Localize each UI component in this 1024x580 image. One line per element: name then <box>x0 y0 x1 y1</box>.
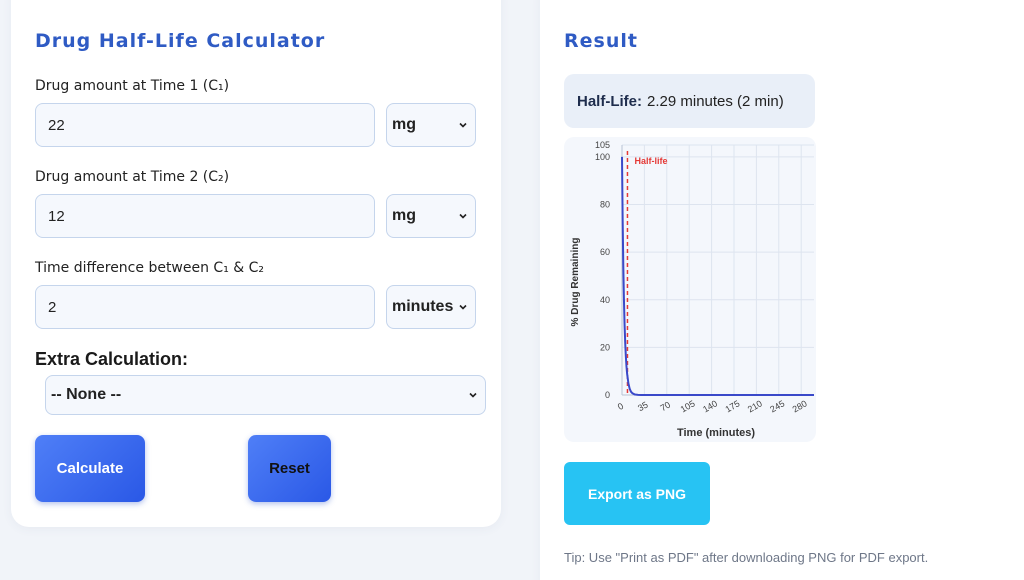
time-unit-select[interactable]: minutes <box>386 285 476 329</box>
time-label: Time difference between C₁ & C₂ <box>35 260 265 276</box>
chevron-down-icon <box>459 213 467 219</box>
result-title: Result <box>564 30 638 52</box>
time-input[interactable] <box>35 285 375 329</box>
c2-label: Drug amount at Time 2 (C₂) <box>35 169 230 185</box>
y-tick-label: 80 <box>600 200 610 210</box>
extra-calculation-select[interactable]: -- None -- <box>45 375 486 415</box>
time-unit-value: minutes <box>392 298 454 315</box>
y-tick-label: 60 <box>600 247 610 257</box>
x-tick-label: 70 <box>658 400 672 414</box>
halflife-label: Half-Life: <box>577 92 642 110</box>
y-axis-label: % Drug Remaining <box>570 238 581 327</box>
c2-unit-value: mg <box>392 207 416 224</box>
c1-input[interactable] <box>35 103 375 147</box>
c2-input[interactable] <box>35 194 375 238</box>
x-tick-label: 280 <box>791 398 809 414</box>
y-tick-label: 40 <box>600 295 610 305</box>
export-png-button[interactable]: Export as PNG <box>564 462 710 525</box>
x-axis-label: Time (minutes) <box>677 427 755 439</box>
c2-unit-select[interactable]: mg <box>386 194 476 238</box>
decay-curve <box>621 156 814 396</box>
c1-label: Drug amount at Time 1 (C₁) <box>35 78 230 94</box>
halflife-value: 2.29 minutes (2 min) <box>647 92 784 110</box>
y-tick-label: 20 <box>600 342 610 352</box>
x-tick-label: 140 <box>701 398 719 414</box>
x-tick-label: 0 <box>616 401 625 412</box>
c1-unit-select[interactable]: mg <box>386 103 476 147</box>
decay-chart-container: 0 20 40 60 80 100 105 0 35 70 105 140 175 210 245 280 Ti… <box>564 137 816 442</box>
y-tick-label: 100 <box>595 152 610 162</box>
calculator-title: Drug Half-Life Calculator <box>35 30 326 52</box>
x-tick-label: 210 <box>746 398 764 414</box>
x-tick-label: 105 <box>679 398 697 414</box>
reset-button[interactable]: Reset <box>248 435 331 502</box>
x-tick-label: 245 <box>768 398 786 414</box>
halflife-result: Half-Life: 2.29 minutes (2 min) <box>564 74 815 128</box>
c1-unit-value: mg <box>392 116 416 133</box>
chevron-down-icon <box>459 304 467 310</box>
x-tick-label: 175 <box>723 398 741 414</box>
x-tick-label: 35 <box>636 400 650 414</box>
chevron-down-icon <box>469 392 477 398</box>
halflife-marker-label: Half-life <box>634 156 667 166</box>
export-tip: Tip: Use "Print as PDF" after downloadin… <box>564 550 929 565</box>
y-tick-label: 0 <box>605 390 610 400</box>
calculate-button[interactable]: Calculate <box>35 435 145 502</box>
extra-calculation-value: -- None -- <box>51 386 122 403</box>
y-tick-label: 105 <box>595 140 610 150</box>
chevron-down-icon <box>459 122 467 128</box>
extra-calculation-heading: Extra Calculation: <box>35 349 189 369</box>
